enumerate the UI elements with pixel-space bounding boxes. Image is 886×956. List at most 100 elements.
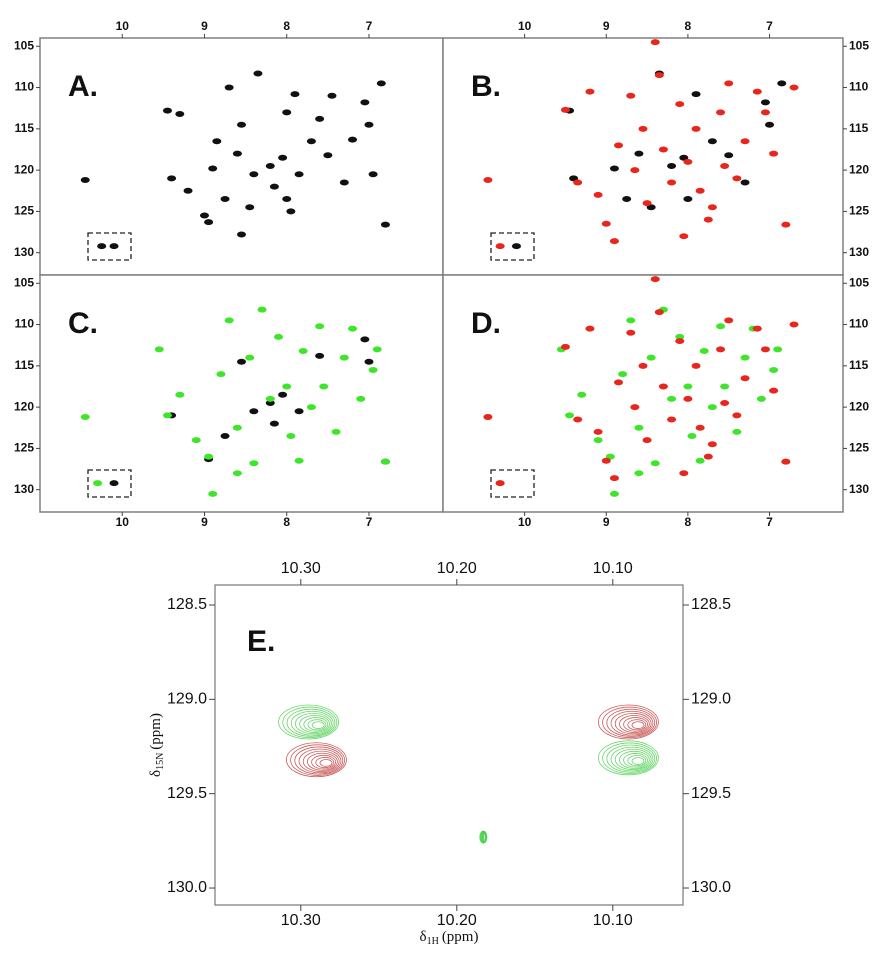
- peak: [565, 412, 575, 419]
- peak: [683, 383, 693, 390]
- peak: [376, 80, 386, 87]
- peak: [593, 191, 603, 198]
- peak: [162, 107, 172, 114]
- contour-line: [619, 715, 650, 733]
- peak: [278, 704, 340, 740]
- peak: [683, 395, 693, 402]
- peak: [752, 325, 762, 332]
- y-tick-label: 120: [14, 162, 34, 176]
- peak: [765, 121, 775, 128]
- peak: [298, 347, 308, 354]
- y-tick-label: 125: [14, 441, 34, 455]
- panel-label: D.: [471, 307, 501, 340]
- peak: [208, 165, 218, 172]
- peak: [622, 196, 632, 203]
- peak: [638, 362, 648, 369]
- peak: [650, 39, 660, 46]
- peak: [282, 383, 292, 390]
- x-tick-label: 7: [766, 19, 773, 33]
- peak: [269, 183, 279, 190]
- peak: [638, 125, 648, 132]
- peak: [265, 399, 275, 406]
- peak: [183, 187, 193, 194]
- peak: [585, 88, 595, 95]
- panel-label: A.: [68, 70, 98, 103]
- highlight-box: [87, 232, 132, 261]
- peak: [695, 187, 705, 194]
- x-tick-label: 9: [201, 515, 208, 529]
- peak: [339, 354, 349, 361]
- axis-subscript: 15N: [155, 753, 166, 770]
- peak: [626, 92, 636, 99]
- peak: [237, 358, 246, 365]
- contour-line: [294, 746, 344, 775]
- peak: [257, 306, 267, 313]
- contour-line: [286, 708, 336, 737]
- peak: [724, 317, 734, 324]
- peak: [294, 457, 304, 464]
- peak: [614, 379, 624, 386]
- peak: [253, 70, 263, 77]
- peak: [360, 99, 370, 106]
- y-tick-label: 128.5: [167, 596, 207, 613]
- panel-frame: [214, 584, 684, 906]
- contour-line: [602, 742, 657, 774]
- highlight-box: [87, 469, 132, 498]
- panel-frame: [442, 37, 844, 276]
- x-axis-label: δ1H (ppm): [420, 929, 479, 947]
- contour-line: [627, 755, 647, 767]
- peak: [781, 458, 791, 465]
- peak: [323, 152, 333, 159]
- y-tick-label: 125: [849, 204, 869, 218]
- y-tick-label: 129.0: [691, 691, 731, 708]
- peak: [306, 404, 316, 411]
- peak: [707, 138, 717, 145]
- peak: [237, 121, 246, 128]
- peak: [630, 167, 640, 174]
- peak: [368, 366, 378, 373]
- peak: [483, 414, 493, 421]
- peak: [675, 338, 685, 345]
- peak: [294, 171, 304, 178]
- y-axis-label: δ15N (ppm): [148, 713, 166, 777]
- peak: [601, 457, 611, 464]
- x-tick-label: 10.30: [281, 560, 321, 577]
- peak: [732, 428, 742, 435]
- peak: [687, 433, 697, 440]
- contour-line: [290, 744, 346, 776]
- peak: [756, 395, 766, 402]
- axis-unit: (ppm): [442, 929, 479, 945]
- peak: [245, 354, 255, 361]
- y-tick-label: 115: [15, 358, 35, 372]
- peak: [716, 346, 726, 353]
- peak: [720, 162, 730, 169]
- peak: [220, 433, 230, 440]
- peak: [175, 110, 185, 117]
- contour-line: [631, 757, 645, 765]
- peak: [716, 323, 726, 330]
- peak: [695, 424, 705, 431]
- peak: [598, 704, 659, 740]
- contour-line: [598, 740, 659, 776]
- x-tick-label: 10: [518, 515, 532, 529]
- peak: [609, 165, 619, 172]
- peak: [769, 366, 779, 373]
- peak: [601, 220, 611, 227]
- peak: [724, 80, 734, 87]
- peak: [646, 354, 656, 361]
- contour-line: [298, 748, 342, 774]
- contour-line: [315, 757, 335, 769]
- panel: 10 9 8 7 105 110 115 120 125 130 A.: [14, 19, 444, 276]
- peak: [740, 179, 750, 186]
- peak: [274, 333, 284, 340]
- peak: [380, 458, 390, 465]
- contour-line: [311, 721, 325, 729]
- peak: [789, 321, 799, 328]
- y-tick-label: 130.0: [691, 879, 731, 896]
- peak: [249, 408, 259, 415]
- peak: [348, 136, 358, 143]
- y-tick-label: 110: [849, 80, 869, 94]
- x-tick-label: 10.20: [437, 912, 477, 929]
- peak: [278, 154, 288, 161]
